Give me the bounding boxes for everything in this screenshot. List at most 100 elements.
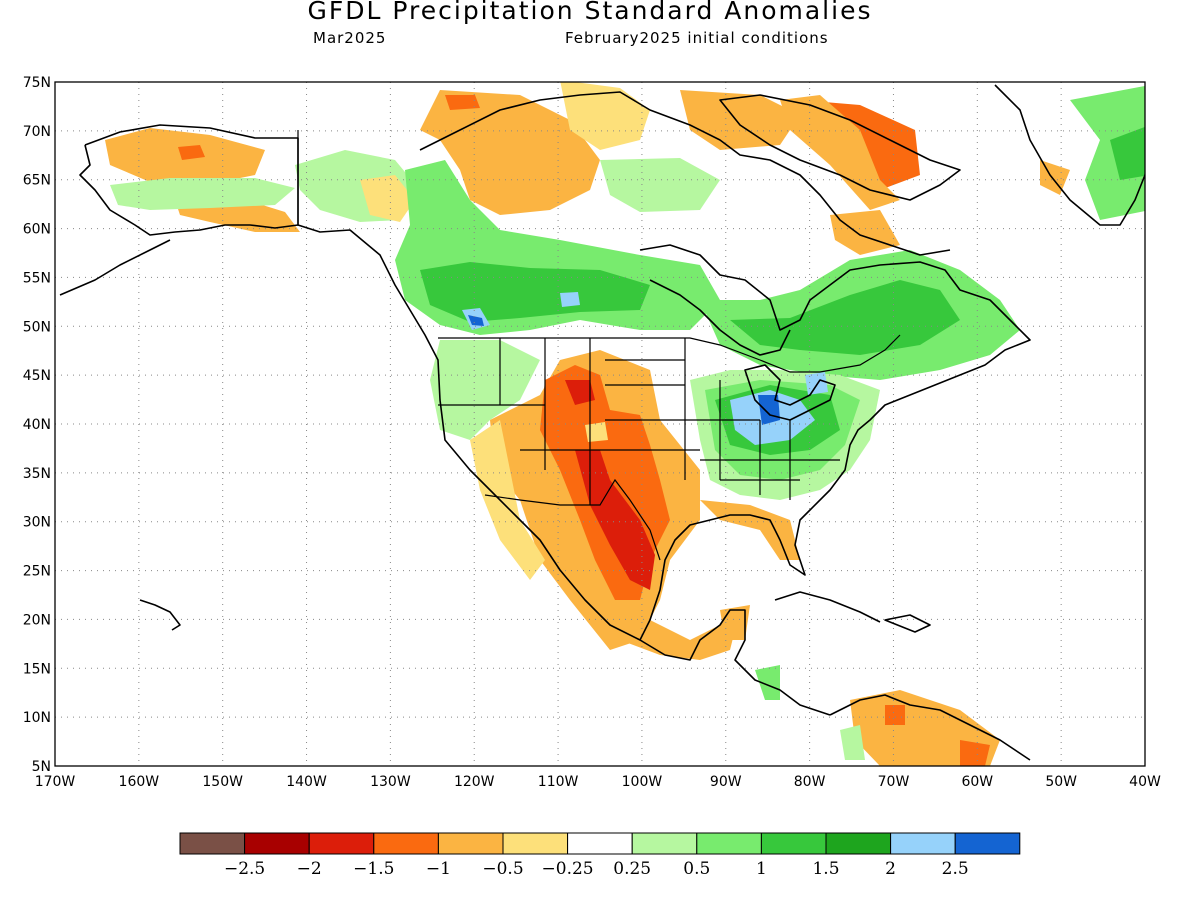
legend-swatch — [502, 832, 569, 855]
lon-tick-label: 160W — [119, 774, 160, 790]
coastline-hispaniola — [884, 614, 931, 633]
lon-tick-label: 170W — [35, 774, 76, 790]
lon-tick-label: 40W — [1129, 774, 1161, 790]
anomaly-drystrong-texas — [575, 450, 655, 590]
anomaly-fields — [105, 82, 1145, 766]
lat-tick-label: 65N — [23, 173, 51, 189]
coastline-alaska-west — [79, 144, 299, 236]
lon-tick-label: 60W — [961, 774, 993, 790]
lat-tick-label: 45N — [23, 368, 51, 384]
legend-label: 2 — [885, 859, 896, 879]
anomaly-wetmod-greenland — [1110, 126, 1145, 180]
legend-label: 1 — [756, 859, 767, 879]
coastline-baffin — [719, 94, 961, 201]
anomaly-dry-yukon — [360, 175, 415, 222]
anomaly-dry-quebec — [830, 210, 900, 255]
anomaly-extremewet-bc — [468, 315, 484, 326]
anomaly-dry-greenland-side — [780, 95, 900, 210]
color-legend: −2.5 −2 −1.5 −1 −0.5 −0.25 0.25 0.5 1 1.5 2 2.5 — [179, 832, 1021, 879]
anomaly-dry-greenland-se — [1040, 160, 1070, 195]
legend-swatch — [825, 832, 892, 855]
lon-tick-label: 140W — [286, 774, 327, 790]
legend-swatch — [631, 832, 698, 855]
coastline-canadian-arctic — [419, 91, 951, 256]
lon-tick-label: 80W — [794, 774, 826, 790]
lat-tick-label: 70N — [23, 124, 51, 140]
legend-swatch — [437, 832, 504, 855]
anomaly-dry-mexico-south — [600, 610, 740, 660]
border-us-canada — [438, 334, 901, 373]
legend-label: 1.5 — [812, 859, 839, 879]
gridlines — [55, 82, 1145, 766]
lat-tick-label: 60N — [23, 222, 51, 238]
lat-tick-label: 10N — [23, 710, 51, 726]
coastline-aleutians — [59, 239, 171, 296]
legend-swatch — [373, 832, 439, 855]
legend-swatch — [890, 832, 956, 855]
legend-swatch — [954, 832, 1021, 855]
coastline-hudson-inner — [649, 279, 791, 356]
lon-tick-label: 90W — [710, 774, 742, 790]
legend-label: 0.25 — [613, 859, 651, 879]
lon-tick-label: 130W — [370, 774, 411, 790]
lat-tick-label: 55N — [23, 270, 51, 286]
anomaly-dry-gulf-coast — [700, 500, 800, 560]
anomaly-wet-canada-central — [600, 158, 720, 212]
legend-label: 0.5 — [683, 859, 710, 879]
political-borders — [297, 130, 901, 561]
legend-swatch — [244, 832, 310, 855]
legend-swatch — [308, 832, 375, 855]
anomaly-drylight-arctic — [560, 82, 650, 150]
lat-tick-label: 50N — [23, 319, 51, 335]
legend-label: −1.5 — [353, 859, 394, 879]
legend-label: −0.25 — [542, 859, 594, 879]
coastline-hawaii — [139, 599, 181, 631]
lon-tick-label: 70W — [878, 774, 910, 790]
anomaly-dry-alaska-core — [178, 145, 205, 160]
anomaly-verywet-michigan — [805, 372, 828, 395]
longitude-tick-labels: 170W 160W 150W 140W 130W 120W 110W 100W 90W 80W 70… — [35, 774, 1161, 790]
anomaly-drymod-arctic — [445, 95, 480, 110]
legend-label: −0.5 — [482, 859, 523, 879]
lon-tick-label: 100W — [622, 774, 663, 790]
anomaly-wetlight-colombia — [840, 725, 865, 760]
coastline-caribbean-cuba — [774, 591, 881, 623]
anomaly-dry-arctic — [420, 90, 600, 215]
anomaly-drylight-southwest — [470, 420, 545, 580]
anomaly-wet-canada-west-core — [420, 262, 650, 322]
border-states-west — [438, 338, 700, 505]
lon-tick-label: 50W — [1045, 774, 1077, 790]
coastline-great-lakes — [744, 364, 836, 421]
latitude-tick-labels: 75N 70N 65N 60N 55N 50N 45N 40N 35N 30N 25N 20N 15N 1… — [23, 75, 51, 775]
anomaly-drylight-pocket — [585, 422, 608, 442]
initial-conditions: February2025 initial conditions — [565, 29, 829, 47]
anomaly-wet-central-america — [755, 665, 780, 700]
lat-tick-label: 25N — [23, 564, 51, 580]
lon-tick-label: 110W — [538, 774, 579, 790]
anomaly-extremewet-ohio — [758, 395, 780, 425]
anomaly-drystrong-rockies — [565, 380, 595, 405]
forecast-month: Mar2025 — [313, 29, 387, 47]
anomaly-drymod-south-america — [885, 705, 905, 725]
plot-frame — [54, 81, 1146, 767]
lat-tick-label: 30N — [23, 515, 51, 531]
lat-tick-label: 20N — [23, 612, 51, 628]
legend-label: −2.5 — [224, 859, 265, 879]
anomaly-drymod-guiana — [960, 740, 990, 766]
lat-tick-label: 15N — [23, 661, 51, 677]
lat-tick-label: 5N — [32, 759, 51, 775]
lon-tick-label: 150W — [202, 774, 243, 790]
legend-swatch — [760, 832, 827, 855]
legend-swatch — [179, 832, 246, 855]
border-us-mexico — [484, 478, 661, 561]
coastline-hudson-bay — [639, 244, 1031, 641]
map-title: GFDL Precipitation Standard Anomalies — [307, 0, 873, 25]
anomaly-wet-alaska — [110, 178, 295, 210]
lat-tick-label: 40N — [23, 417, 51, 433]
legend-swatch — [567, 832, 633, 855]
coastline-south-america — [829, 694, 1031, 761]
legend-label: −2 — [297, 859, 322, 879]
legend-label: 2.5 — [942, 859, 969, 879]
lon-tick-label: 120W — [454, 774, 495, 790]
